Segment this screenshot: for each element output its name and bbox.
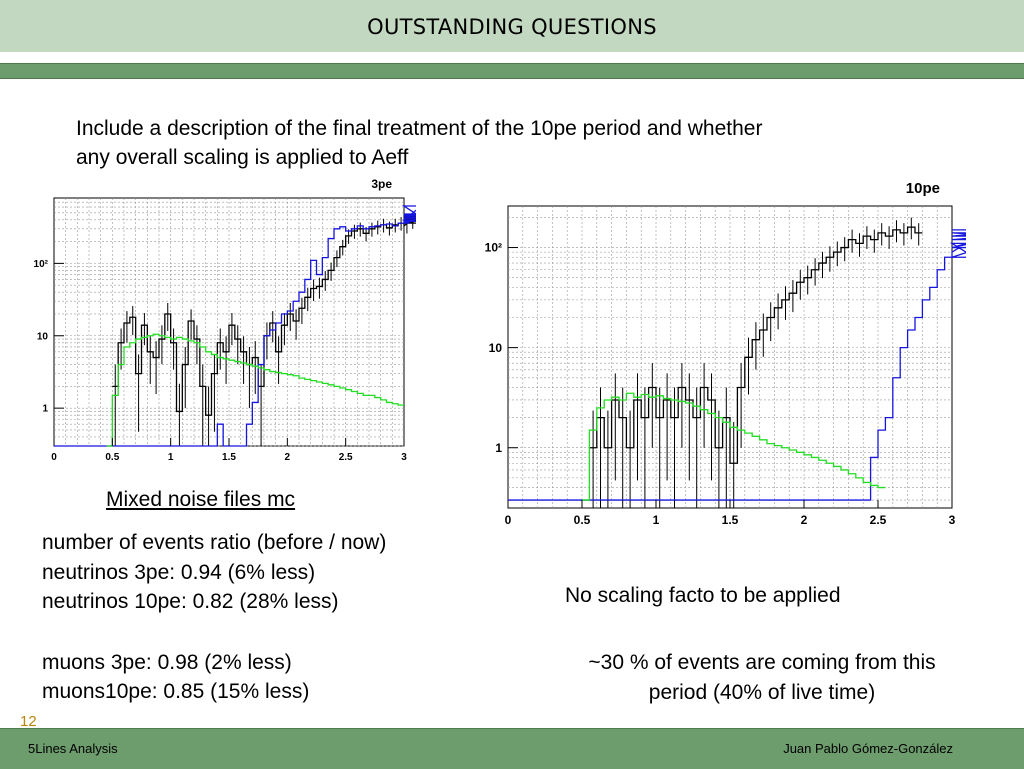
x-tick-label: 1.5 [722, 513, 739, 527]
x-tick-label: 1 [653, 513, 660, 527]
x-tick-label: 2 [801, 513, 808, 527]
x-tick-label: 1.5 [222, 452, 236, 463]
chart-title: 10pe [906, 180, 940, 197]
intro-text: Include a description of the final treat… [76, 114, 936, 172]
x-tick-label: 0 [505, 513, 512, 527]
intro-line-2: any overall scaling is applied to Aeff [76, 146, 409, 169]
x-tick-label: 3 [949, 513, 956, 527]
stats-neutrinos-10pe: neutrinos 10pe: 0.82 (28% less) [42, 590, 339, 613]
footer-author: Juan Pablo Gómez-González [783, 741, 953, 756]
title-rule [0, 63, 1024, 79]
stats-muons-10pe: muons10pe: 0.85 (15% less) [42, 680, 310, 703]
histogram-10pe: 0 0.5 1 1.5 2 2.5 3 1 10 10² 10pe [485, 180, 966, 527]
series-line-1 [508, 229, 966, 501]
footer-left: 5Lines Analysis [28, 741, 118, 756]
series-line-1 [54, 205, 416, 447]
chart-title: 3pe [371, 177, 392, 191]
events-note: ~30 % of events are coming from this per… [588, 651, 936, 704]
stats-neutrinos-3pe: neutrinos 3pe: 0.94 (6% less) [42, 560, 316, 584]
y-tick-label: 1 [42, 404, 48, 415]
stats-heading: number of events ratio (before / now) [42, 531, 387, 554]
x-tick-label: 0.5 [105, 452, 119, 463]
chart-caption: Mixed noise files mc [106, 488, 296, 511]
x-tick-label: 0 [51, 452, 57, 463]
y-tick-label: 10² [34, 259, 49, 270]
stats-gap [42, 617, 386, 648]
y-tick-label: 1 [495, 441, 502, 455]
ratio-stats: number of events ratio (before / now) ne… [42, 528, 386, 707]
title-bar [0, 0, 1024, 52]
series-line-2 [582, 392, 886, 501]
series-line-2 [106, 333, 404, 447]
y-tick-label: 10² [485, 241, 502, 255]
x-tick-label: 3 [401, 452, 407, 463]
x-tick-label: 2 [285, 452, 291, 463]
y-tick-label: 10 [37, 331, 49, 342]
stats-muons-3pe: muons 3pe: 0.98 (2% less) [42, 650, 292, 674]
x-tick-label: 0.5 [574, 513, 591, 527]
footer-bar: 5Lines Analysis Juan Pablo Gómez-Gonzále… [0, 728, 1024, 769]
histogram-3pe: 0 0.5 1 1.5 2 2.5 3 1 10 10² 3pe [34, 177, 416, 463]
x-tick-label: 1 [168, 452, 174, 463]
slide-title: OUTSTANDING QUESTIONS [367, 15, 657, 39]
intro-line-1: Include a description of the final treat… [76, 117, 763, 140]
scaling-note: No scaling facto to be applied [565, 584, 841, 607]
y-tick-label: 10 [489, 341, 503, 355]
page-number: 12 [20, 713, 37, 730]
x-tick-label: 2.5 [870, 513, 887, 527]
x-tick-label: 2.5 [339, 452, 353, 463]
